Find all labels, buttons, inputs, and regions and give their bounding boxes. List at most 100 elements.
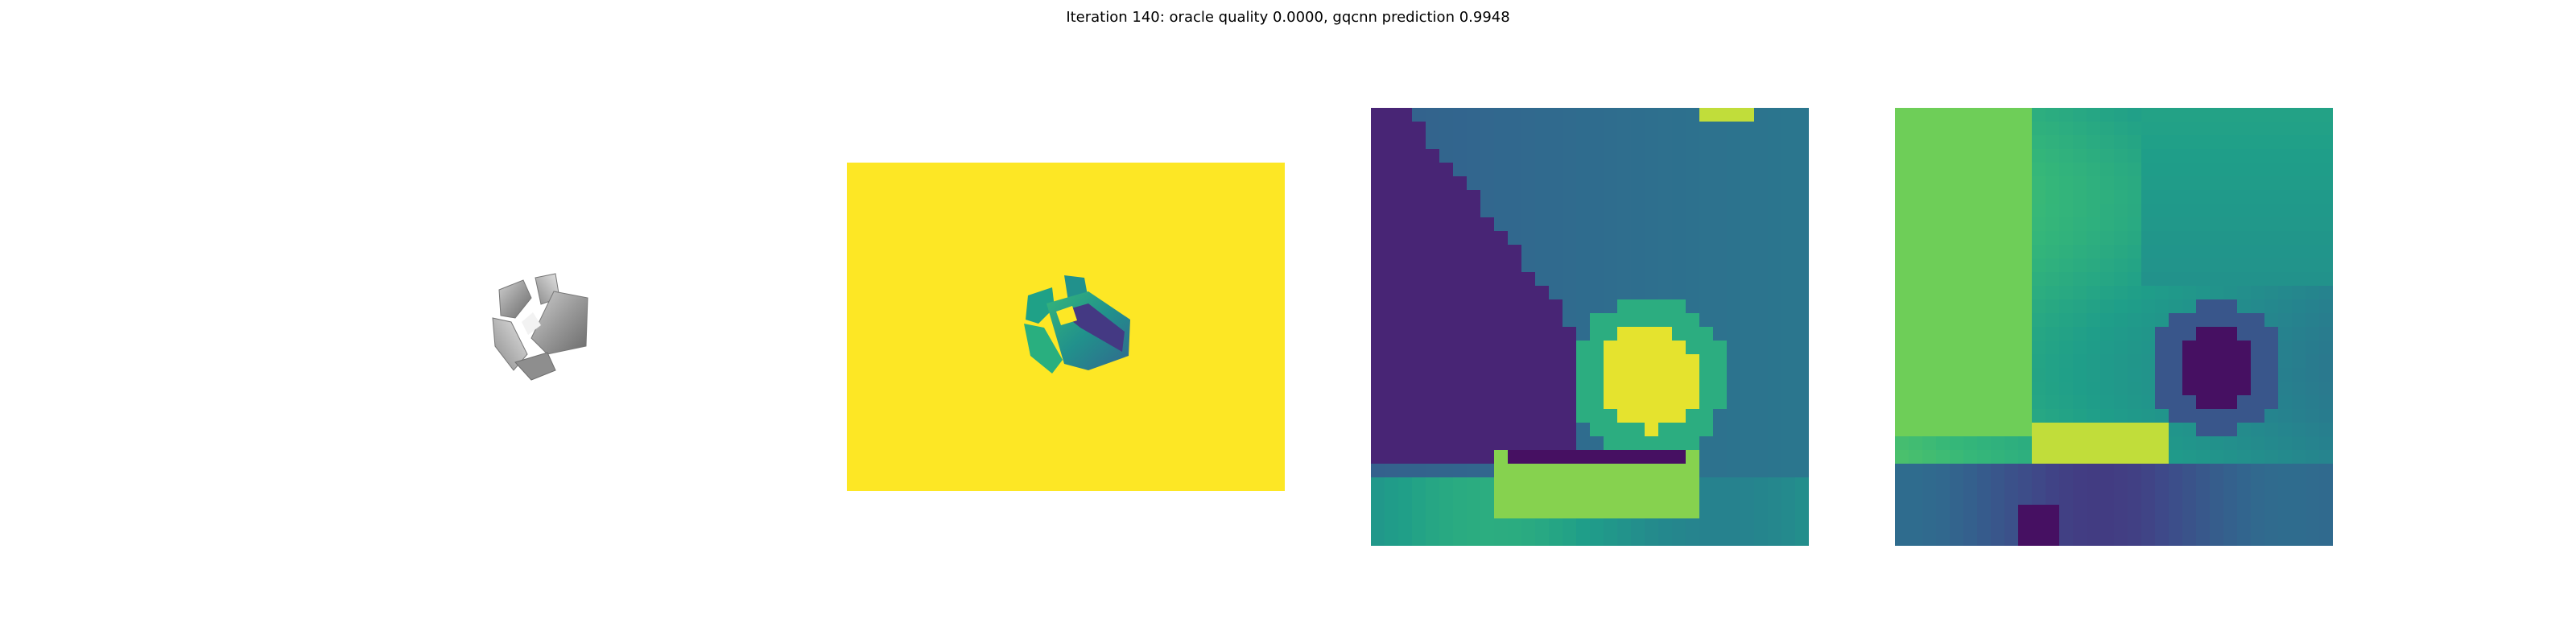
heatmap-cell [1922, 313, 1937, 328]
heatmap-cell [2087, 204, 2101, 218]
heatmap-cell [1950, 176, 1964, 191]
heatmap-cell [2292, 258, 2306, 273]
heatmap-cell [1754, 436, 1769, 451]
heatmap-cell [2155, 258, 2169, 273]
heatmap-cell [1521, 436, 1536, 451]
heatmap-cell [1768, 149, 1782, 163]
heatmap-cell [2018, 477, 2033, 492]
heatmap-cell [1576, 286, 1591, 300]
heatmap-cell [2128, 368, 2142, 382]
heatmap-cell [2141, 135, 2156, 150]
heatmap-cell [1563, 163, 1577, 177]
heatmap-cell [1740, 354, 1755, 369]
heatmap-cell [1563, 286, 1577, 300]
heatmap-cell [2046, 108, 2060, 122]
heatmap-cell [1950, 149, 1964, 163]
heatmap-cell [1740, 258, 1755, 273]
heatmap-cell [1576, 436, 1591, 451]
heatmap-cell [1950, 518, 1964, 533]
heatmap-cell [2264, 299, 2279, 314]
heatmap-cell [1467, 409, 1481, 423]
heatmap-cell [1467, 258, 1481, 273]
heatmap-cell [2237, 149, 2252, 163]
heatmap-cell [1991, 477, 2005, 492]
heatmap-cell [1795, 122, 1809, 136]
heatmap-cell [2073, 395, 2087, 410]
heatmap-cell [2169, 245, 2183, 259]
heatmap-cell [1795, 327, 1809, 341]
heatmap-cell [2264, 505, 2279, 519]
heatmap-cell [1590, 217, 1604, 232]
heatmap-cell [1950, 532, 1964, 546]
heatmap-cell [1936, 436, 1951, 451]
heatmap-cell [2251, 518, 2265, 533]
heatmap-cell [1508, 108, 1522, 122]
heatmap-cell [1991, 464, 2005, 478]
heatmap-cell [2141, 354, 2156, 369]
heatmap-cell [1549, 149, 1563, 163]
heatmap-cell [1727, 149, 1741, 163]
heatmap-cell [1426, 286, 1440, 300]
heatmap-cell [1645, 354, 1659, 369]
heatmap-cell [1740, 231, 1755, 246]
heatmap-cell [2046, 122, 2060, 136]
heatmap-cell [2046, 258, 2060, 273]
heatmap-cell [1963, 286, 1978, 300]
heatmap-cell [1936, 245, 1951, 259]
heatmap-cell [1521, 272, 1536, 287]
heatmap-cell [2251, 409, 2265, 423]
heatmap-cell [1768, 245, 1782, 259]
heatmap-cell [1371, 327, 1385, 341]
heatmap-cell [1549, 163, 1563, 177]
heatmap-cell [1617, 149, 1632, 163]
heatmap-cell [1658, 327, 1673, 341]
heatmap-cell [1795, 477, 1809, 492]
heatmap-cell [1412, 382, 1426, 396]
heatmap-cell [2087, 231, 2101, 246]
heatmap-cell [2210, 217, 2224, 232]
heatmap-cell [1576, 327, 1591, 341]
heatmap-cell [2128, 231, 2142, 246]
heatmap-cell [2223, 176, 2238, 191]
heatmap-cell [1385, 231, 1399, 246]
heatmap-cell [2292, 477, 2306, 492]
heatmap-cell [2278, 450, 2293, 464]
heatmap-cell [2292, 286, 2306, 300]
heatmap-cell [1909, 299, 1923, 314]
heatmap-cell [2141, 395, 2156, 410]
heatmap-cell [1535, 258, 1550, 273]
heatmap-cell [1563, 464, 1577, 478]
heatmap-cell [1412, 204, 1426, 218]
heatmap-cell [1795, 231, 1809, 246]
heatmap-cell [2278, 122, 2293, 136]
heatmap-cell [1467, 231, 1481, 246]
heatmap-cell [1895, 518, 1909, 533]
heatmap-cell [2032, 122, 2046, 136]
heatmap-cell [2210, 341, 2224, 355]
heatmap-cell [1950, 163, 1964, 177]
heatmap-cell [1727, 286, 1741, 300]
heatmap-cell [1977, 122, 1992, 136]
heatmap-cell [1922, 450, 1937, 464]
heatmap-cell [2319, 313, 2333, 328]
heatmap-cell [1645, 122, 1659, 136]
heatmap-cell [2141, 286, 2156, 300]
heatmap-cell [1494, 231, 1509, 246]
heatmap-cell [1590, 532, 1604, 546]
heatmap-cell [1631, 149, 1645, 163]
heatmap-cell [1963, 464, 1978, 478]
heatmap-cell [1686, 313, 1700, 328]
heatmap-cell [1385, 108, 1399, 122]
heatmap-cell [2004, 436, 2019, 451]
heatmap-cell [2237, 491, 2252, 506]
heatmap-cell [1781, 272, 1796, 287]
heatmap-cell [1686, 491, 1700, 506]
heatmap-cell [2278, 368, 2293, 382]
heatmap-cell [2087, 245, 2101, 259]
heatmap-cell [1371, 518, 1385, 533]
heatmap-cell [1713, 327, 1728, 341]
heatmap-cell [1645, 108, 1659, 122]
heatmap-cell [2073, 313, 2087, 328]
heatmap-cell [1590, 368, 1604, 382]
heatmap-cell [1426, 450, 1440, 464]
